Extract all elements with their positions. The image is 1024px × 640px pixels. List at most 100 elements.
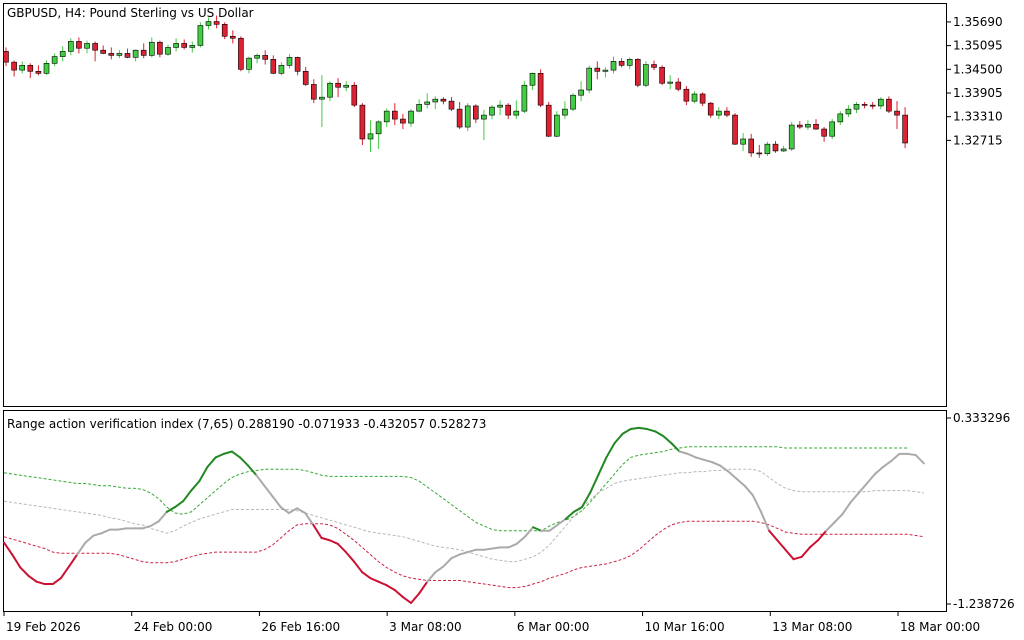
index-line-up <box>190 480 201 492</box>
candle <box>173 38 179 52</box>
index-line-neutral <box>491 546 502 550</box>
candlesticks <box>3 15 908 158</box>
candle <box>108 47 115 60</box>
index-line-neutral <box>873 465 885 475</box>
candle-body <box>221 24 228 37</box>
candle-body <box>432 98 439 103</box>
index-line-neutral <box>296 507 307 515</box>
candle <box>116 50 123 59</box>
index-line-neutral <box>507 542 518 549</box>
candle-body <box>886 98 892 112</box>
candle <box>51 53 58 67</box>
candle-body <box>19 65 26 71</box>
candle-body <box>319 96 325 100</box>
candle-body <box>84 43 90 49</box>
index-line-neutral <box>466 548 478 554</box>
candle <box>732 113 738 145</box>
candle-body <box>3 51 9 63</box>
candle-body <box>35 71 42 74</box>
candle <box>634 58 641 88</box>
candle <box>327 81 333 102</box>
candle-body <box>667 81 674 84</box>
price-tick-label: 1.35690 <box>953 15 1003 29</box>
candle-body <box>772 143 779 152</box>
candle <box>270 55 277 75</box>
index-line-down <box>369 577 380 583</box>
candle <box>562 101 568 120</box>
index-line-down <box>817 529 828 542</box>
index-line-up <box>222 450 233 455</box>
candle-body <box>254 55 260 59</box>
time-tick-label: 19 Feb 2026 <box>6 620 81 634</box>
candle-body <box>618 61 625 66</box>
candle-body <box>108 53 115 56</box>
candle <box>189 41 196 53</box>
candle-body <box>205 21 212 26</box>
index-line-neutral <box>743 484 754 497</box>
candle-body <box>11 61 17 71</box>
time-tick-label: 24 Feb 00:00 <box>134 620 213 634</box>
candle-body <box>157 41 163 55</box>
candle <box>205 17 212 30</box>
index-line-neutral <box>751 494 763 513</box>
index-line-down <box>312 523 323 539</box>
candle-body <box>262 55 269 60</box>
candle <box>764 141 771 157</box>
candle <box>319 75 325 128</box>
candle <box>748 133 755 157</box>
candle-body <box>383 110 390 123</box>
candle <box>432 96 439 110</box>
candle <box>440 97 447 105</box>
index-line-neutral <box>157 510 168 523</box>
index-line-up <box>239 456 250 467</box>
candle <box>375 120 382 149</box>
candle-body <box>748 138 755 154</box>
index-line-down <box>385 584 396 591</box>
candle-body <box>715 110 722 116</box>
candle-body <box>440 98 447 102</box>
candle-body <box>408 110 414 124</box>
candle-body <box>391 110 398 120</box>
index-line-up <box>662 435 673 445</box>
index-line-neutral <box>833 513 844 524</box>
price-pane[interactable] <box>3 3 947 407</box>
candle-body <box>140 49 147 56</box>
candle <box>43 60 50 75</box>
candle <box>505 103 512 120</box>
candle-body <box>724 110 730 116</box>
index-line-neutral <box>434 565 445 574</box>
indicator-max-label: 0.333296 <box>953 411 1010 425</box>
index-line-down <box>35 580 46 586</box>
time-axis: 19 Feb 2026 24 Feb 00:00 26 Feb 16:00 3 Mar… <box>3 612 980 634</box>
index-line-neutral <box>882 459 893 468</box>
candle <box>651 60 657 71</box>
candle <box>659 65 665 86</box>
index-line-down <box>410 592 421 604</box>
chart-title: GBPUSD, H4: Pound Sterling vs US Dollar <box>7 6 254 20</box>
candle-body <box>278 65 285 74</box>
candle <box>157 40 163 58</box>
candle <box>529 72 536 91</box>
candle-body <box>270 59 277 74</box>
candle-body <box>238 37 244 70</box>
candle <box>724 107 730 118</box>
candle <box>343 81 350 92</box>
indicator-pane[interactable] <box>3 410 947 612</box>
index-line-down <box>418 580 429 595</box>
candle <box>481 109 487 141</box>
candle <box>213 15 220 29</box>
candle <box>602 67 609 78</box>
candle-body <box>813 123 819 130</box>
candle-body <box>124 53 131 58</box>
candle <box>537 69 544 108</box>
candle <box>886 96 892 114</box>
price-axis: 1.35690 1.35095 1.34500 1.33905 1.33310 1.327… <box>947 15 1003 147</box>
index-line-down <box>776 539 787 551</box>
index-line-neutral <box>678 450 689 455</box>
index-line-down <box>377 580 388 587</box>
index-line-down <box>768 529 779 542</box>
index-line-neutral <box>686 452 697 459</box>
index-line-up <box>182 489 193 503</box>
candle-body <box>197 25 204 46</box>
